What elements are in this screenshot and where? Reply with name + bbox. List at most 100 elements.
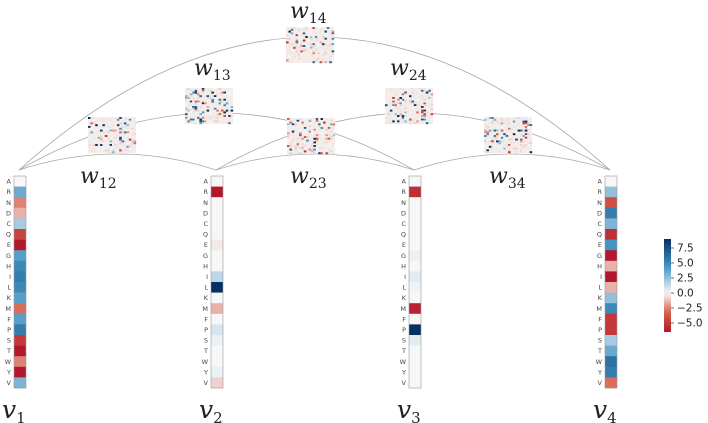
matrix-cell (308, 125, 312, 128)
matrix-cell (491, 151, 494, 154)
matrix-cell (296, 143, 300, 146)
matrix-cell (299, 152, 302, 155)
matrix-cell (527, 117, 530, 119)
matrix-cell (225, 100, 229, 103)
matrix-cell (204, 120, 207, 123)
matrix-cell (493, 131, 497, 134)
matrix-cell (92, 144, 96, 146)
matrix-cell (221, 89, 224, 92)
matrix-cell (411, 102, 414, 105)
matrix-cell (496, 127, 499, 130)
matrix-cell (90, 127, 93, 130)
matrix-cell (508, 145, 511, 148)
matrix-cell (322, 52, 325, 55)
matrix-cell (320, 134, 324, 137)
residue-cell (409, 345, 421, 357)
matrix-cell (327, 136, 331, 138)
matrix-cell (300, 61, 303, 64)
residue-cell (14, 260, 26, 272)
matrix-cell (88, 127, 91, 130)
matrix-cell (315, 134, 319, 137)
matrix-cell (500, 118, 504, 121)
coupling-matrix-w24: w24 (385, 56, 434, 125)
matrix-cell (520, 131, 523, 134)
matrix-cell (109, 145, 113, 148)
matrix-cell (298, 46, 301, 49)
matrix-cell (326, 57, 330, 60)
matrix-cell (201, 98, 205, 101)
matrix-cell (290, 28, 294, 31)
residue-cell (211, 271, 223, 283)
matrix-cell (503, 133, 506, 136)
matrix-cell (104, 138, 108, 141)
matrix-cell (392, 120, 395, 123)
matrix-cell (109, 140, 113, 143)
matrix-cell (418, 98, 422, 101)
matrix-cell (399, 102, 402, 105)
matrix-cell (109, 126, 113, 128)
matrix-cell (201, 116, 205, 119)
residue-cell (605, 313, 617, 325)
matrix-cell (430, 107, 434, 110)
matrix-cell (121, 140, 125, 143)
matrix-cell (311, 150, 314, 153)
matrix-cell (223, 98, 226, 101)
residue-label: C (6, 220, 11, 228)
matrix-cell (524, 151, 528, 154)
matrix-cell (327, 119, 331, 122)
matrix-cell (301, 127, 304, 129)
residue-label: V (402, 379, 407, 387)
matrix-cell (323, 143, 326, 146)
matrix-cell (306, 139, 309, 142)
matrix-cell (102, 144, 105, 146)
matrix-cell (527, 144, 530, 146)
matrix-cell (201, 100, 205, 103)
residue-cell (605, 260, 617, 272)
matrix-cell (287, 121, 290, 124)
matrix-cell (496, 129, 499, 132)
matrix-cell (303, 121, 307, 124)
matrix-cell (524, 135, 528, 137)
matrix-cell (319, 28, 323, 31)
matrix-cell (524, 136, 528, 139)
matrix-cell (218, 88, 222, 90)
matrix-cell (289, 121, 292, 124)
matrix-cell (133, 122, 137, 125)
residue-label: S (7, 337, 11, 345)
matrix-cell (225, 106, 229, 108)
matrix-cell (119, 136, 122, 139)
matrix-cell (409, 122, 412, 125)
matrix-cell (413, 104, 417, 107)
matrix-cell (317, 57, 320, 60)
matrix-cell (385, 109, 388, 112)
matrix-cell (313, 141, 316, 144)
matrix-cell (484, 147, 487, 150)
matrix-cell (510, 122, 513, 125)
matrix-cell (517, 120, 521, 123)
colorbar-gradient (664, 239, 671, 332)
residue-cell (14, 345, 26, 357)
residue-label: N (401, 199, 406, 207)
matrix-cell (109, 147, 113, 150)
matrix-cell (303, 132, 307, 135)
matrix-cell (201, 104, 205, 107)
matrix-cell (324, 28, 327, 31)
matrix-cell (308, 123, 312, 126)
matrix-cell (116, 118, 120, 121)
matrix-cell (194, 95, 198, 98)
matrix-cell (114, 124, 117, 127)
matrix-cell (324, 37, 327, 40)
matrix-cell (116, 138, 120, 141)
residue-label: G (203, 252, 208, 260)
edge-arc-w34 (413, 153, 611, 171)
residue-label: Y (597, 368, 602, 376)
matrix-cell (197, 122, 200, 125)
matrix-cell (323, 141, 326, 144)
residue-cell (409, 313, 421, 325)
matrix-cell (300, 50, 303, 53)
matrix-cell (197, 102, 200, 105)
matrix-cell (290, 41, 294, 44)
